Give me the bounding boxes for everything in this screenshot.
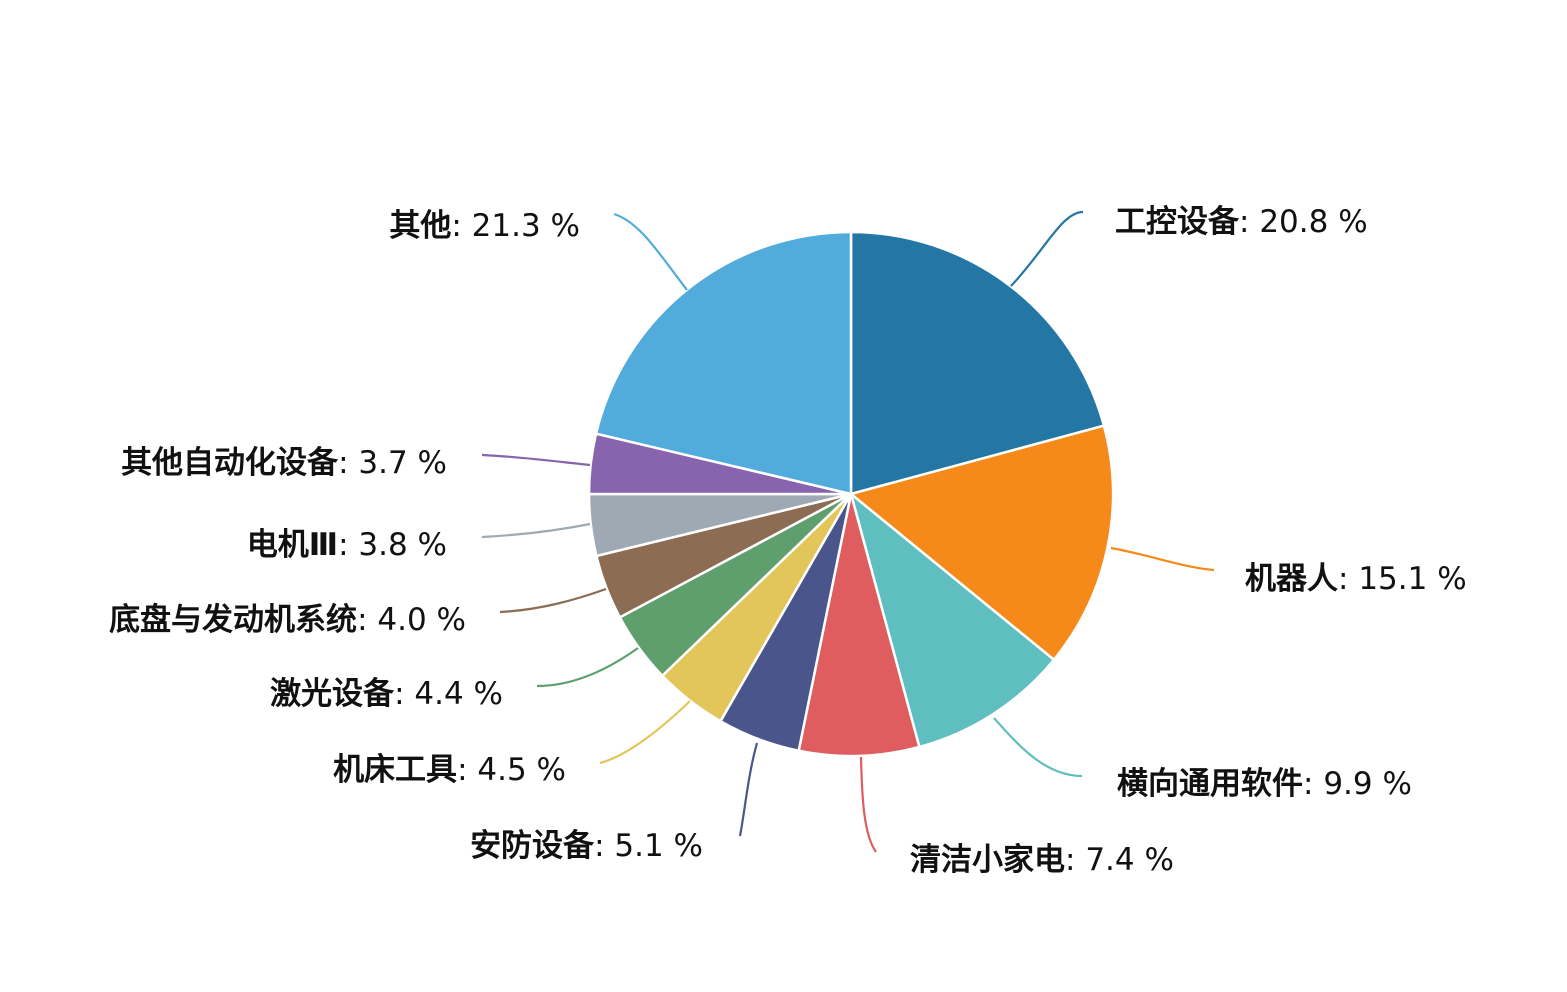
slice-label-name-2: 横向通用软件 [1117,766,1303,802]
leader-line-2 [993,717,1083,778]
pie-slice-0 [849,230,1106,496]
slice-label-separator-5: : [457,752,477,788]
slice-label-name-4: 安防设备 [470,828,595,864]
slice-label-10: 其他: 21.3 % [389,208,580,244]
slice-label-value-9: 3.7 % [358,445,447,481]
pie-slice-10 [594,230,853,496]
slice-label-0: 工控设备: 20.8 % [1115,204,1368,240]
leader-line-5 [599,700,691,765]
slice-label-separator-1: : [1338,561,1358,597]
slice-label-8: 电机Ⅲ: 3.8 % [247,527,447,563]
leader-line-6 [536,647,639,688]
slice-label-value-4: 5.1 % [614,828,703,864]
slice-label-separator-10: : [451,208,471,244]
slice-label-separator-9: : [338,445,358,481]
slice-label-9: 其他自动化设备: 3.7 % [121,445,447,481]
slice-label-separator-3: : [1065,842,1085,878]
slice-label-4: 安防设备: 5.1 % [470,828,703,864]
slice-label-name-9: 其他自动化设备 [121,445,339,481]
slice-label-2: 横向通用软件: 9.9 % [1117,766,1412,802]
slice-label-name-1: 机器人 [1245,561,1338,597]
slice-label-separator-8: : [338,527,358,563]
slice-label-value-2: 9.9 % [1323,766,1412,802]
slice-label-value-10: 21.3 % [472,208,580,244]
slice-label-value-1: 15.1 % [1358,561,1466,597]
leader-line-10 [613,212,688,291]
slice-label-value-3: 7.4 % [1085,842,1174,878]
slice-label-7: 底盘与发动机系统: 4.0 % [109,602,466,638]
slice-label-name-0: 工控设备 [1115,204,1240,240]
leader-line-3 [859,756,877,853]
slice-labels: 工控设备: 20.8 % 机器人: 15.1 % 横向通用软件: 9.9 % 清洁小家… [109,204,1467,878]
pie-slices [587,230,1115,758]
slice-label-separator-7: : [357,602,377,638]
slice-label-name-7: 底盘与发动机系统 [109,602,357,638]
slice-label-6: 激光设备: 4.4 % [270,676,503,712]
leader-line-1 [1110,546,1215,572]
slice-label-3: 清洁小家电: 7.4 % [910,842,1174,878]
pie-slice-1 [848,424,1115,662]
pie-slice-2 [848,490,1056,749]
slice-label-name-8: 电机Ⅲ [247,527,338,563]
slice-label-name-10: 其他 [389,208,451,244]
leader-line-7 [499,587,607,614]
slice-label-separator-6: : [394,676,414,712]
slice-label-value-5: 4.5 % [477,752,566,788]
slice-label-1: 机器人: 15.1 % [1245,561,1467,597]
slice-label-value-0: 20.8 % [1259,204,1367,240]
slice-label-name-5: 机床工具 [333,752,457,788]
slice-label-value-7: 4.0 % [377,602,466,638]
leader-line-4 [738,742,759,837]
slice-label-name-3: 清洁小家电 [910,842,1065,878]
leader-line-9 [481,453,591,467]
slice-label-name-6: 激光设备 [270,676,395,712]
slice-label-5: 机床工具: 4.5 % [333,752,566,788]
slice-label-separator-2: : [1303,766,1323,802]
leader-line-8 [481,522,591,539]
slice-label-value-8: 3.8 % [358,527,447,563]
pie-slice-3 [797,493,921,758]
slice-label-value-6: 4.4 % [414,676,503,712]
slice-label-separator-4: : [594,828,614,864]
leader-line-0 [1010,210,1084,287]
leader-lines [481,210,1215,853]
slice-label-separator-0: : [1239,204,1259,240]
